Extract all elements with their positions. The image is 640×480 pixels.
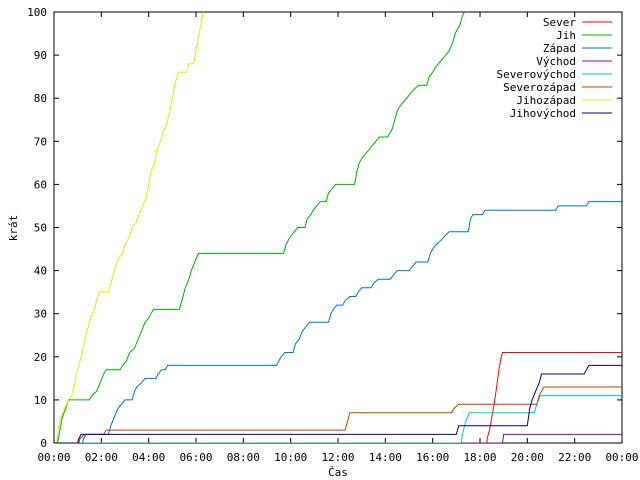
x-tick-label: 08:00 <box>227 451 260 464</box>
y-tick-label: 80 <box>34 92 47 105</box>
legend-label: Východ <box>536 55 576 68</box>
series-line-8 <box>54 364 622 443</box>
x-tick-label: 12:00 <box>321 451 354 464</box>
x-tick-label: 10:00 <box>274 451 307 464</box>
series-line-2 <box>54 12 466 443</box>
y-axis-label: krát <box>7 215 20 242</box>
legend-label: Západ <box>543 42 576 55</box>
x-tick-label: 16:00 <box>416 451 449 464</box>
y-tick-label: 70 <box>34 135 47 148</box>
legend-label: Jihovýchod <box>510 107 576 120</box>
axis-ticks: 00:00 02:00 04:00 06:00 08:00 10:00 12:00 14:00… <box>27 6 638 464</box>
legend-label: Severozápad <box>503 81 576 94</box>
legend-label: Jihozápad <box>516 94 576 107</box>
x-tick-label: 18:00 <box>463 451 496 464</box>
x-tick-label: 22:00 <box>558 451 591 464</box>
y-tick-label: 40 <box>34 265 47 278</box>
legend-label: Sever <box>543 16 576 29</box>
legend-label: Jih <box>556 29 576 42</box>
series-line-1 <box>54 352 622 443</box>
y-tick-label: 20 <box>34 351 47 364</box>
legend-label: Severovýchod <box>497 68 576 81</box>
x-tick-label: 06:00 <box>179 451 212 464</box>
y-tick-label: 0 <box>40 437 47 450</box>
x-tick-label: 20:00 <box>511 451 544 464</box>
y-tick-label: 50 <box>34 222 47 235</box>
y-tick-label: 90 <box>34 49 47 62</box>
series-line-5 <box>54 395 622 443</box>
x-tick-label: 14:00 <box>369 451 402 464</box>
y-tick-label: 30 <box>34 308 47 321</box>
x-axis-label: Čas <box>328 466 348 479</box>
y-tick-label: 100 <box>27 6 47 19</box>
series-line-7 <box>54 12 204 443</box>
y-tick-label: 60 <box>34 178 47 191</box>
series-line-3 <box>54 201 622 443</box>
x-tick-label: 04:00 <box>132 451 165 464</box>
x-tick-label: 00:00 <box>605 451 638 464</box>
y-tick-label: 10 <box>34 394 47 407</box>
x-tick-label: 00:00 <box>37 451 70 464</box>
x-tick-label: 02:00 <box>85 451 118 464</box>
series-line-4 <box>54 433 622 443</box>
series-lines <box>54 12 622 443</box>
legend: SeverJihZápadVýchodSeverovýchodSeverozáp… <box>497 16 612 120</box>
series-line-6 <box>54 386 622 443</box>
